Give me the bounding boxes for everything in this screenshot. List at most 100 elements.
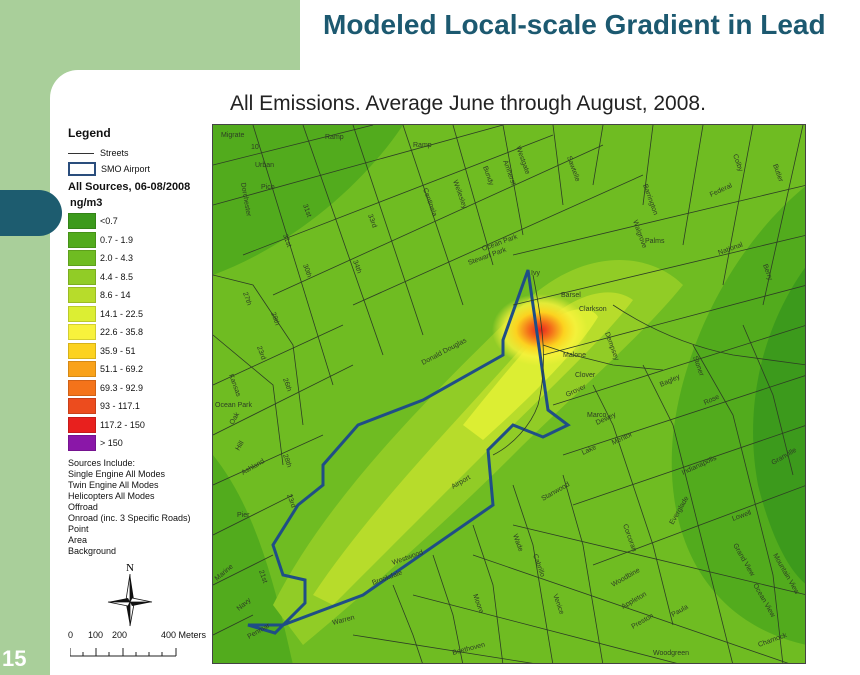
street-label: Urban — [255, 162, 274, 169]
legend-class-label: 2.0 - 4.3 — [100, 253, 134, 264]
zone-low-nw — [213, 125, 403, 275]
page-number: 15 — [2, 646, 27, 671]
legend-class-label: 22.6 - 35.8 — [100, 327, 144, 338]
zone-low-sw — [213, 455, 293, 663]
street-label: Marco — [587, 412, 607, 419]
street-label: 10 — [251, 144, 259, 151]
legend-class-row: 22.6 - 35.8 — [68, 323, 210, 342]
source-item: Background — [68, 545, 117, 556]
legend-class-label: <0.7 — [100, 216, 118, 227]
street-label: 26th — [281, 377, 292, 392]
street-label: 28th — [281, 453, 292, 468]
source-item: Area — [68, 534, 88, 545]
street-label: Pier — [237, 512, 250, 519]
legend-class-label: > 150 — [100, 438, 123, 449]
street-label: Barsel — [561, 292, 581, 299]
legend-class-row: 2.0 - 4.3 — [68, 249, 210, 268]
scale-label-100: 100 — [88, 630, 104, 640]
map-frame[interactable]: Migrate Ramp Ramp 10 Urban Dorchester Pi… — [212, 124, 806, 664]
legend-class-row: 4.4 - 8.5 — [68, 268, 210, 287]
legend-class-label: 8.6 - 14 — [100, 290, 131, 301]
legend-class-row: 8.6 - 14 — [68, 286, 210, 305]
legend-class-swatch — [68, 268, 96, 285]
legend-unit: ng/m3 — [70, 197, 103, 209]
legend-group-title: All Sources, 06-08/2008 — [68, 181, 191, 193]
source-item: Offroad — [68, 501, 98, 512]
legend-class-label: 4.4 - 8.5 — [100, 271, 134, 282]
legend-class-swatch — [68, 324, 96, 341]
scale-label-400: 400 Meters — [161, 630, 207, 640]
north-arrow-icon: N — [107, 562, 153, 627]
street-label: Ivy — [531, 270, 540, 277]
legend-class-row: 0.7 - 1.9 — [68, 231, 210, 250]
legend-airport-row: SMO Airport — [68, 161, 210, 177]
legend-class-row: 117.2 - 150 — [68, 416, 210, 435]
legend-class-swatch — [68, 361, 96, 378]
legend-class-row: 51.1 - 69.2 — [68, 360, 210, 379]
street-line-swatch — [68, 152, 94, 154]
legend-class-row: 35.9 - 51 — [68, 342, 210, 361]
legend-class-swatch — [68, 435, 96, 452]
zone-low-east — [671, 186, 805, 645]
street-label: Pico — [261, 184, 275, 191]
street-label: Migrate — [221, 132, 244, 139]
airport-outline-swatch — [68, 162, 96, 176]
legend-class-label: 69.3 - 92.9 — [100, 382, 144, 393]
street-label: Woodgreen — [653, 650, 689, 657]
legend-class-swatch — [68, 250, 96, 267]
legend-class-swatch — [68, 398, 96, 415]
street-label: 23rd — [285, 493, 296, 509]
street-network — [213, 125, 805, 663]
sources-heading: Sources Include: — [68, 457, 136, 468]
street-label: 21st — [257, 569, 268, 584]
concentration-map[interactable]: Migrate Ramp Ramp 10 Urban Dorchester Pi… — [213, 125, 806, 664]
scale-ticks — [70, 648, 177, 657]
legend-streets-label: Streets — [100, 148, 129, 158]
legend-airport-label: SMO Airport — [101, 164, 151, 174]
street-label: 33rd — [366, 213, 377, 229]
street-label: Hill — [235, 440, 246, 452]
zone-lowest-east — [753, 267, 805, 584]
source-item: Twin Engine All Modes — [68, 479, 159, 490]
legend-class-label: 51.1 - 69.2 — [100, 364, 144, 375]
street-label: 28th — [269, 311, 280, 326]
source-item: Single Engine All Modes — [68, 468, 166, 479]
street-label: 31st — [301, 203, 312, 218]
street-label: 27th — [241, 291, 252, 306]
street-label: Malone — [563, 352, 586, 359]
street-label: 23rd — [255, 345, 266, 361]
hotspot — [492, 294, 588, 366]
street-label: Ramp — [325, 134, 344, 141]
airport-boundary — [247, 269, 571, 635]
source-list: Single Engine All Modes Twin Engine All M… — [68, 469, 210, 557]
legend-class-swatch — [68, 213, 96, 230]
legend-class-row: <0.7 — [68, 212, 210, 231]
street-label: Clover — [575, 372, 596, 379]
legend-class-row: 93 - 117.1 — [68, 397, 210, 416]
map-subtitle: All Emissions. Average June through Augu… — [230, 92, 706, 115]
legend-heading: Legend — [68, 126, 111, 140]
legend-class-row: 14.1 - 22.5 — [68, 305, 210, 324]
legend-class-label: 14.1 - 22.5 — [100, 308, 144, 319]
legend-class-swatch — [68, 231, 96, 248]
legend-class-label: 93 - 117.1 — [100, 401, 140, 412]
legend-class-swatch — [68, 416, 96, 433]
street-label: 31st — [281, 233, 292, 248]
legend-class-swatch — [68, 342, 96, 359]
legend: Legend Streets SMO Airport All Sources, … — [68, 126, 210, 557]
legend-class-row: 69.3 - 92.9 — [68, 379, 210, 398]
source-item: Helicopters All Modes — [68, 490, 155, 501]
slide-title: Modeled Local-scale Gradient in Lead — [323, 9, 826, 40]
legend-class-label: 0.7 - 1.9 — [100, 234, 134, 245]
street-label: Clarkson — [579, 306, 607, 313]
scale-bar: 0 100 200 400 Meters — [68, 630, 218, 660]
source-item: Onroad (inc. 3 Specific Roads) — [68, 512, 191, 523]
legend-class-label: 35.9 - 51 — [100, 345, 136, 356]
legend-class-swatch — [68, 287, 96, 304]
legend-class-row: > 150 — [68, 434, 210, 453]
street-label: 34th — [351, 259, 362, 274]
legend-class-label: 117.2 - 150 — [100, 419, 145, 430]
legend-streets-row: Streets — [68, 145, 210, 161]
street-label: Ramp — [413, 142, 432, 149]
source-item: Point — [68, 523, 89, 534]
